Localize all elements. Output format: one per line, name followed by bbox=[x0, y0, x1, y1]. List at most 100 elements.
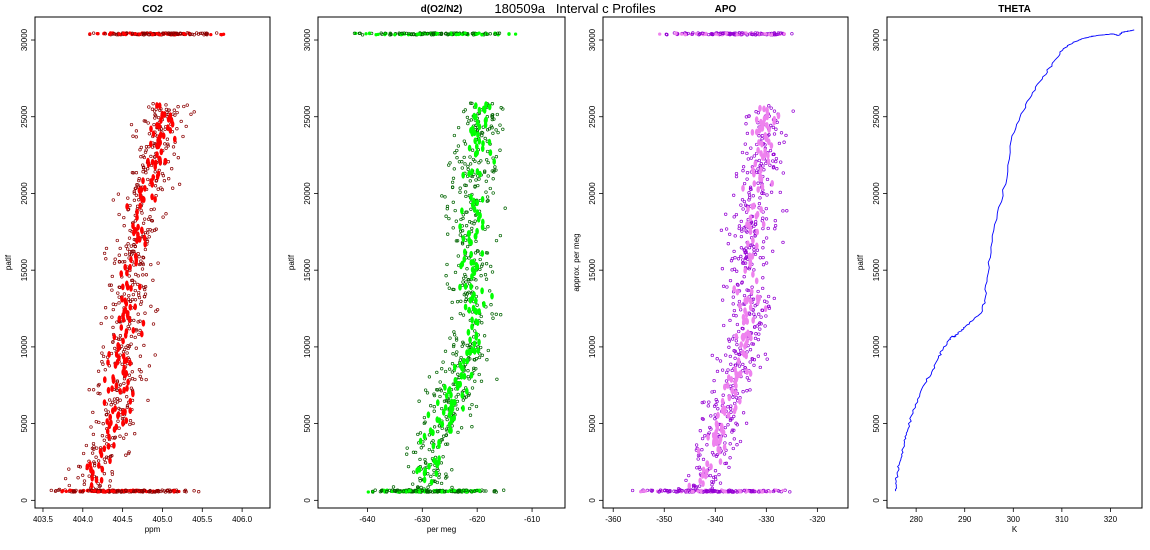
data-point bbox=[385, 489, 389, 493]
data-point bbox=[103, 306, 108, 310]
data-point bbox=[742, 199, 747, 204]
data-point bbox=[443, 384, 447, 391]
data-point bbox=[773, 227, 777, 231]
data-point bbox=[448, 336, 452, 340]
data-point bbox=[132, 318, 136, 323]
data-point bbox=[478, 267, 482, 272]
data-point bbox=[788, 490, 792, 494]
data-point bbox=[122, 32, 127, 36]
data-point bbox=[164, 212, 168, 216]
data-point bbox=[489, 303, 493, 307]
data-point bbox=[142, 196, 146, 204]
data-point bbox=[729, 410, 733, 414]
data-point bbox=[89, 466, 93, 474]
data-point bbox=[128, 359, 132, 367]
data-point bbox=[684, 478, 688, 483]
data-point bbox=[466, 164, 470, 169]
data-point bbox=[744, 122, 748, 126]
data-point bbox=[117, 32, 122, 36]
data-point bbox=[427, 375, 432, 379]
data-point bbox=[440, 420, 445, 428]
data-point bbox=[128, 303, 133, 311]
data-point bbox=[708, 488, 712, 492]
data-point bbox=[687, 473, 691, 478]
data-point bbox=[751, 271, 755, 278]
data-point bbox=[112, 333, 117, 341]
data-point bbox=[152, 109, 157, 113]
data-point bbox=[158, 139, 162, 146]
data-point bbox=[432, 392, 436, 396]
data-point bbox=[741, 258, 745, 262]
data-point bbox=[741, 165, 746, 169]
data-point bbox=[722, 323, 726, 328]
data-point bbox=[741, 349, 745, 357]
data-point bbox=[432, 425, 437, 429]
data-point bbox=[379, 31, 383, 35]
data-point bbox=[124, 432, 128, 437]
data-point bbox=[758, 104, 762, 112]
data-point bbox=[466, 369, 470, 373]
data-point bbox=[737, 299, 742, 304]
data-point bbox=[151, 130, 156, 138]
data-point bbox=[469, 371, 474, 379]
data-point bbox=[120, 295, 124, 303]
data-point bbox=[752, 224, 756, 228]
data-point bbox=[127, 274, 131, 278]
data-point bbox=[450, 370, 455, 374]
data-point bbox=[489, 124, 493, 128]
x-tick-label: 403.5 bbox=[33, 515, 54, 524]
data-point bbox=[476, 131, 480, 139]
data-point bbox=[471, 31, 475, 35]
data-point bbox=[82, 479, 87, 483]
data-point bbox=[105, 428, 110, 435]
data-point bbox=[155, 151, 159, 159]
data-point bbox=[447, 32, 451, 36]
data-point bbox=[480, 287, 484, 295]
data-point bbox=[149, 178, 153, 185]
data-point bbox=[755, 228, 759, 236]
data-point bbox=[718, 481, 723, 485]
data-point bbox=[104, 316, 108, 320]
data-point bbox=[725, 285, 729, 289]
data-point bbox=[458, 283, 462, 291]
data-point bbox=[133, 186, 137, 191]
data-point bbox=[458, 223, 462, 231]
data-point bbox=[774, 127, 778, 131]
data-point bbox=[723, 383, 727, 391]
data-point bbox=[117, 295, 121, 299]
data-point bbox=[730, 268, 734, 272]
x-tick-label: -620 bbox=[469, 515, 486, 524]
data-point bbox=[117, 315, 122, 323]
data-point bbox=[467, 144, 472, 152]
data-point bbox=[391, 485, 396, 489]
data-point bbox=[99, 451, 104, 459]
data-point bbox=[141, 177, 145, 185]
data-point bbox=[461, 488, 466, 492]
data-point bbox=[749, 298, 753, 305]
y-tick-label: 30000 bbox=[20, 28, 29, 51]
data-point bbox=[742, 293, 747, 298]
data-point bbox=[135, 237, 139, 245]
data-point bbox=[707, 431, 711, 435]
data-point bbox=[138, 319, 142, 323]
data-point bbox=[114, 302, 118, 307]
data-point bbox=[772, 31, 777, 35]
data-point bbox=[169, 117, 174, 125]
data-point bbox=[490, 117, 494, 122]
data-point bbox=[781, 209, 785, 213]
data-point bbox=[141, 273, 145, 277]
data-point bbox=[119, 324, 124, 331]
data-point bbox=[441, 360, 445, 364]
x-tick-label: -610 bbox=[524, 515, 541, 524]
data-point bbox=[768, 163, 772, 167]
data-point bbox=[483, 273, 488, 277]
data-point bbox=[144, 273, 149, 277]
data-point bbox=[683, 33, 688, 37]
data-point bbox=[420, 32, 425, 37]
data-point bbox=[152, 490, 157, 494]
data-point bbox=[146, 398, 150, 403]
data-point bbox=[732, 215, 736, 219]
data-point bbox=[721, 284, 726, 288]
data-point bbox=[764, 261, 769, 265]
data-point bbox=[435, 489, 439, 494]
